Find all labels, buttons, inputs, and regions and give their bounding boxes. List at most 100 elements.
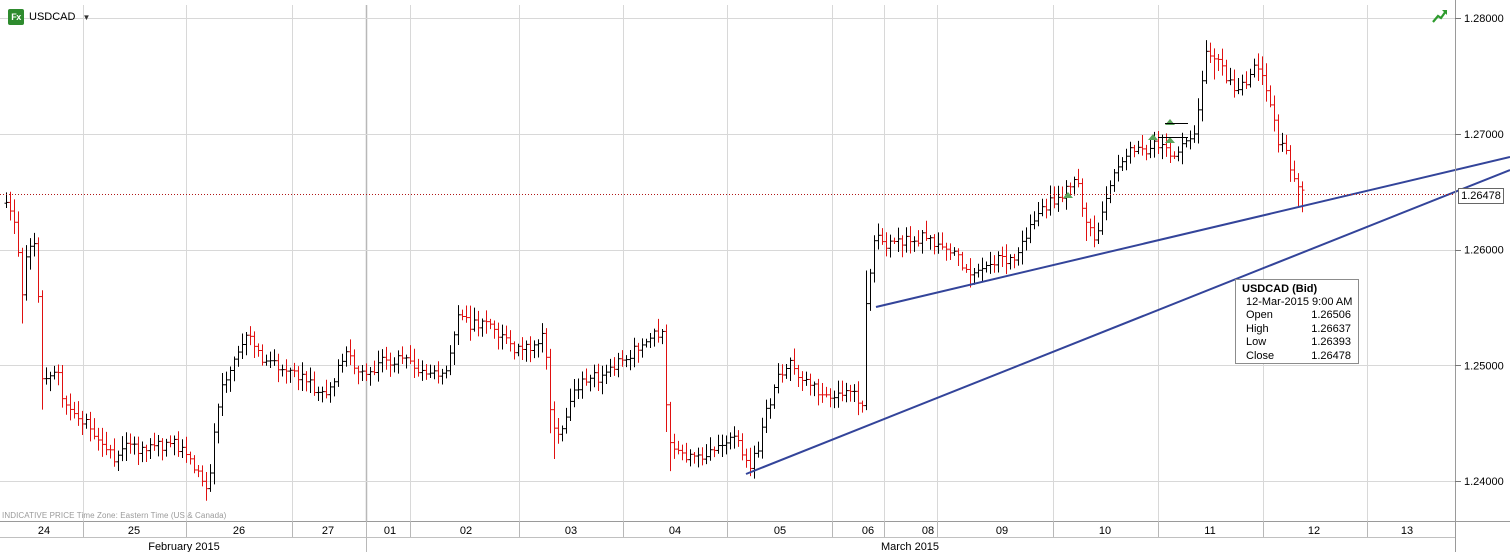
ohlc-bar [28,238,33,270]
grid [0,5,1455,521]
ohlc-bar [12,199,17,234]
ohlc-bar [560,425,565,442]
ohlc-bar [684,442,689,463]
ohlc-bar [840,380,845,402]
ohlc-bar [992,255,997,273]
ohlc-bar [1244,71,1249,90]
ohlc-bars [4,40,1305,501]
ohlc-bar [164,438,169,457]
ohlc-bar [1116,154,1121,182]
ohlc-bar [620,350,625,367]
ohlc-bar [116,450,121,471]
x-month-label: March 2015 [881,541,939,552]
ohlc-bar [600,365,605,395]
ohlc-bar [268,351,273,369]
ohlc-bar [272,349,277,366]
ohlc-bar [1192,125,1197,143]
ohlc-bar [540,323,545,353]
ohlc-bar [252,331,257,358]
fx-icon: Fx [8,9,24,25]
ohlc-bar [460,309,465,321]
ohlc-bar [1284,134,1289,155]
x-tick-label: 27 [322,525,334,537]
ohlc-bar [320,386,325,403]
chevron-down-icon[interactable]: ▼ [82,12,91,22]
ohlc-bar [836,380,841,408]
ohlc-bar [1096,222,1101,245]
event-marker-icon [1165,137,1175,143]
ohlc-bar [404,354,409,369]
ohlc-bar [1204,40,1209,84]
ohlc-bar [452,331,457,365]
ohlc-bar [148,438,153,460]
x-tick-label: 09 [996,525,1008,537]
ohlc-bar [672,433,677,459]
x-tick-label: 11 [1204,525,1215,537]
ohlc-bar [640,338,645,358]
ohlc-bar [352,349,357,375]
ohlc-bar [312,371,317,396]
ohlc-bar [144,444,149,462]
ohlc-bar [528,336,533,363]
ohlc-bar [416,358,421,377]
ohlc-bar [1028,214,1033,244]
symbol-header[interactable]: Fx USDCAD ▼ [8,8,90,26]
ohlc-bar [884,232,889,257]
ohlc-bar [60,365,65,408]
ohlc-bar [648,333,653,349]
ohlc-bar [1032,211,1037,230]
x-month-label: February 2015 [148,541,220,552]
x-tick-label: 13 [1401,525,1413,537]
ohlc-bar [480,318,485,337]
ohlc-bar [496,322,501,350]
ohlc-bar [1112,168,1117,192]
ohlc-bar [944,242,949,261]
ohlc-bar [296,366,301,391]
ohlc-bar [808,373,813,396]
ohlc-bar [784,363,789,379]
event-markers [1063,119,1188,198]
ohlc-bar [736,430,741,447]
ohlc-bar [20,247,25,324]
ohlc-bar [976,263,981,278]
ohlc-bar [1016,247,1021,266]
ohlc-bar [8,191,13,221]
tooltip-row-high: High 1.26637 [1246,322,1351,335]
ohlc-bar [244,331,249,356]
ohlc-bar [920,229,925,254]
ohlc-bar [1180,132,1185,165]
trend-up-icon[interactable] [1432,9,1448,23]
ohlc-bar [140,441,145,463]
event-marker-icon [1148,134,1158,140]
ohlc-bar [472,307,477,332]
ohlc-bar [16,211,21,257]
ohlc-bar [1168,141,1173,164]
ohlc-bar [1216,54,1221,72]
ohlc-bar [288,367,293,383]
ohlc-bar [228,366,233,392]
ohlc-bar [656,318,661,343]
ohlc-bar [1172,151,1177,159]
ohlc-bar [1052,186,1057,209]
ohlc-bar [584,368,589,386]
ohlc-bar [1020,230,1025,265]
ohlc-bar [208,464,213,492]
ohlc-bar [548,348,553,434]
ohlc-bar [1288,145,1293,182]
x-tick-label: 01 [384,525,396,537]
ohlc-bar [644,338,649,348]
event-marker-icon [1063,192,1073,198]
ohlc-bar [660,329,665,345]
ohlc-bar [64,395,69,415]
ohlc-bar [1100,201,1105,235]
ohlc-bar [1012,253,1017,269]
ohlc-bar [632,337,637,368]
ohlc-bar [1044,198,1049,219]
ohlc-bar [732,426,737,449]
ohlc-bar [980,257,985,281]
ohlc-bar [428,364,433,379]
ohlc-bar [152,432,157,451]
ohlc-bar [892,237,897,245]
ohlc-bar [768,398,773,419]
